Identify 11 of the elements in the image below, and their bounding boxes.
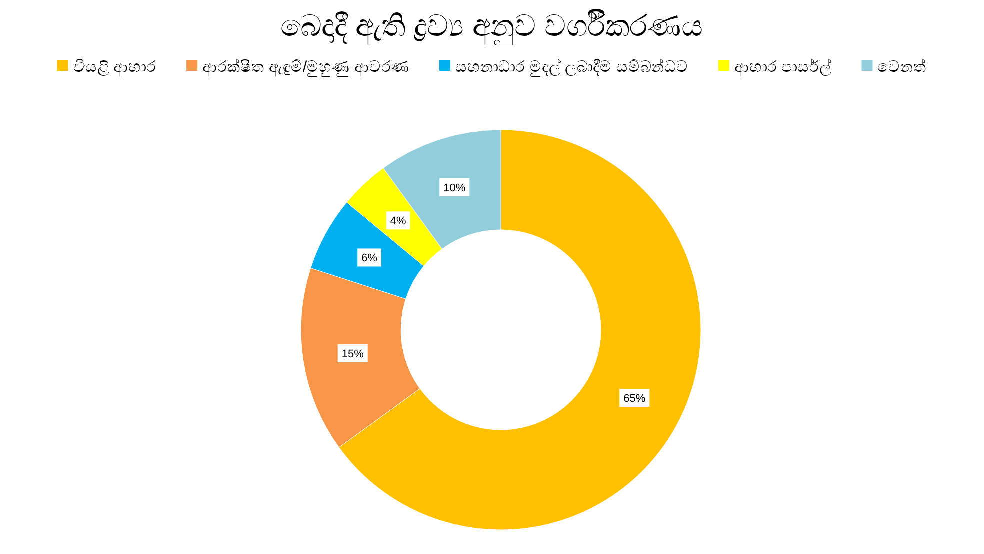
legend-label: ආරක්ෂිත ඇඳුම්/මුහුණු ආවරණ — [202, 58, 410, 77]
title: බෙදාදී ඇති ද්‍රව්‍ය අනුව වර්ගීකරණය — [280, 10, 704, 43]
legend-label: සහනාධාර මුදල් ලබාදීම සම්බන්ධව — [456, 58, 688, 77]
legend-label: ආහාර පාර්සල් — [734, 58, 832, 77]
legend-label: වියළි ආහාර — [73, 59, 157, 77]
legend-label: වෙනත් — [878, 58, 927, 76]
data-label: 10% — [444, 182, 466, 194]
data-label: 4% — [390, 216, 406, 228]
data-label: 15% — [342, 348, 364, 360]
data-label: 65% — [624, 393, 646, 406]
data-label: 6% — [362, 252, 378, 265]
